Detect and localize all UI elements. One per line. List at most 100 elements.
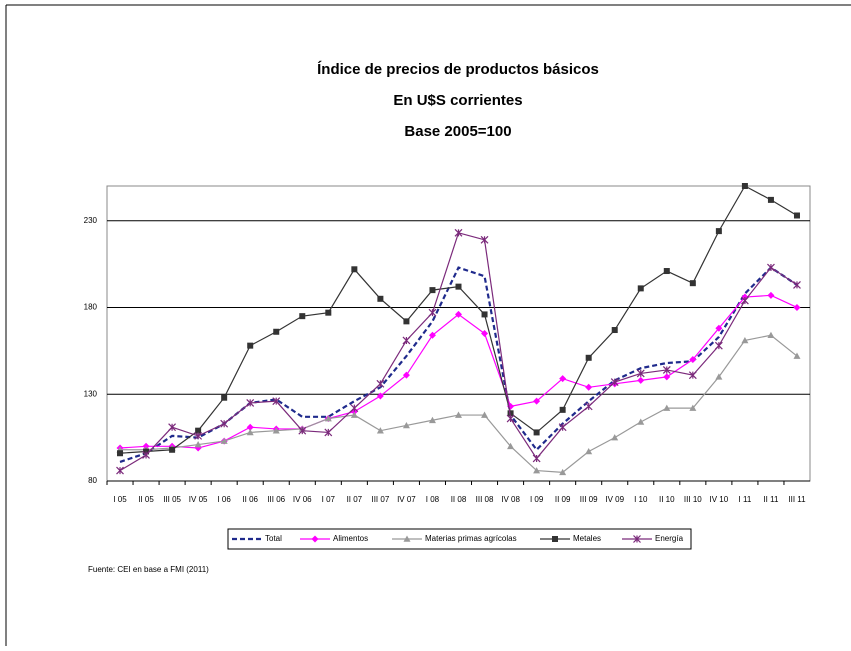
marker <box>481 411 489 418</box>
marker <box>793 352 801 359</box>
marker <box>402 371 410 379</box>
marker <box>246 423 254 431</box>
marker <box>585 448 593 455</box>
marker <box>350 404 359 413</box>
marker <box>637 418 645 425</box>
x-tick-label: IV 08 <box>501 495 520 504</box>
x-tick-label: III 05 <box>163 495 181 504</box>
x-tick-label: II 11 <box>763 495 779 504</box>
marker <box>637 285 644 292</box>
marker <box>273 328 280 335</box>
marker <box>689 280 696 287</box>
marker <box>272 427 280 434</box>
marker <box>636 369 645 378</box>
x-tick-label: III 10 <box>684 495 702 504</box>
marker <box>663 404 671 411</box>
x-tick-label: II 10 <box>659 495 675 504</box>
marker <box>793 280 801 289</box>
marker <box>633 535 641 543</box>
x-tick-label: III 09 <box>580 495 598 504</box>
chart-subtitle: En U$S corrientes <box>393 92 522 109</box>
x-tick-label: I 11 <box>739 495 752 504</box>
legend-label: Alimentos <box>333 534 368 543</box>
marker <box>559 406 566 413</box>
legend-label: Metales <box>573 534 601 543</box>
marker <box>793 212 800 219</box>
marker <box>247 342 254 349</box>
marker <box>324 428 333 437</box>
chart-title: Índice de precios de productos básicos <box>317 61 599 78</box>
marker <box>428 331 436 339</box>
marker <box>767 196 774 203</box>
marker <box>610 378 619 387</box>
legend-label: Total <box>265 534 282 543</box>
x-tick-label: II 08 <box>451 495 467 504</box>
x-tick-label: I 06 <box>217 495 231 504</box>
marker <box>688 371 697 380</box>
marker <box>767 291 775 299</box>
x-tick-label: III 11 <box>788 495 806 504</box>
legend-box <box>227 528 692 550</box>
marker <box>481 311 488 318</box>
marker <box>454 228 463 237</box>
chart-subtitle: Base 2005=100 <box>404 123 511 140</box>
marker <box>403 535 411 542</box>
marker <box>740 296 749 305</box>
legend-label: Energía <box>655 534 684 543</box>
y-tick-label: 130 <box>84 389 98 398</box>
marker <box>428 416 436 424</box>
marker <box>767 263 775 272</box>
x-tick-label: IV 10 <box>710 495 729 504</box>
marker <box>767 331 775 339</box>
marker <box>507 442 515 450</box>
marker <box>663 268 670 275</box>
x-tick-label: III 07 <box>371 495 389 504</box>
marker <box>689 404 697 411</box>
marker <box>533 429 540 436</box>
marker <box>376 379 385 388</box>
y-tick-label: 230 <box>84 216 98 225</box>
marker <box>428 308 437 317</box>
marker <box>194 431 203 440</box>
y-tick-label: 180 <box>84 303 98 312</box>
marker <box>533 467 541 474</box>
marker <box>715 373 723 380</box>
x-tick-label: II 05 <box>138 495 154 504</box>
marker <box>116 466 124 475</box>
marker <box>246 428 254 436</box>
x-tick-label: I 09 <box>530 495 544 504</box>
marker <box>221 394 228 401</box>
marker <box>298 426 307 435</box>
source-note: Fuente: CEI en base a FMI (2011) <box>88 565 209 574</box>
x-tick-label: I 07 <box>322 495 336 504</box>
x-tick-label: I 05 <box>113 495 127 504</box>
marker <box>506 414 515 423</box>
x-tick-label: IV 07 <box>397 495 416 504</box>
marker <box>559 375 567 383</box>
x-tick-label: I 08 <box>426 495 440 504</box>
marker <box>793 303 801 311</box>
marker <box>402 421 410 429</box>
marker <box>402 336 411 345</box>
marker <box>455 411 462 418</box>
marker <box>195 427 202 434</box>
marker <box>480 235 489 244</box>
x-tick-label: III 08 <box>476 495 494 504</box>
marker <box>311 535 319 543</box>
y-tick-label: 80 <box>88 476 97 485</box>
marker <box>714 341 723 350</box>
marker <box>246 398 255 407</box>
marker <box>532 454 541 463</box>
marker <box>429 287 436 294</box>
marker <box>611 434 619 441</box>
marker <box>558 423 567 432</box>
marker <box>741 336 749 344</box>
marker <box>168 423 177 432</box>
marker <box>662 366 671 374</box>
marker <box>117 450 124 457</box>
x-tick-label: IV 05 <box>189 495 208 504</box>
marker <box>220 419 229 428</box>
series-line <box>119 266 798 463</box>
marker <box>455 283 462 290</box>
